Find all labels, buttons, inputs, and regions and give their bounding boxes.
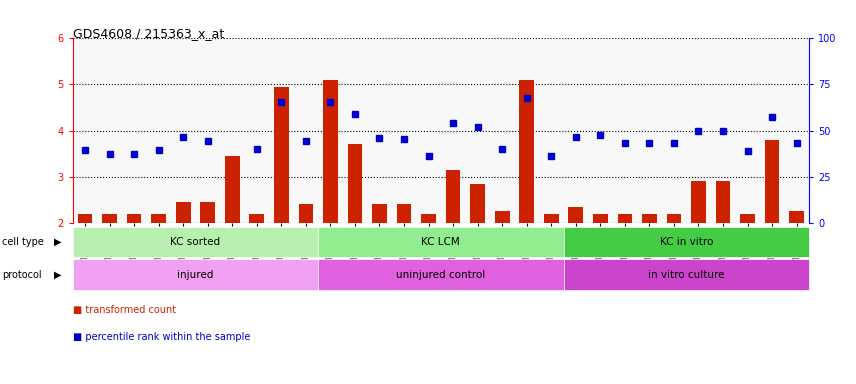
Bar: [520, 80, 534, 223]
Bar: [73, 227, 318, 257]
Text: ■ percentile rank within the sample: ■ percentile rank within the sample: [73, 332, 250, 342]
Bar: [127, 214, 141, 223]
Bar: [299, 204, 313, 223]
Text: in vitro culture: in vitro culture: [648, 270, 724, 280]
Text: protocol: protocol: [2, 270, 41, 280]
Text: KC LCM: KC LCM: [421, 237, 461, 247]
Bar: [568, 207, 583, 223]
Bar: [563, 227, 809, 257]
Bar: [691, 181, 706, 223]
Bar: [446, 170, 461, 223]
Text: ■ transformed count: ■ transformed count: [73, 305, 175, 315]
Bar: [318, 259, 563, 290]
Bar: [249, 214, 265, 223]
Text: uninjured control: uninjured control: [396, 270, 485, 280]
Bar: [470, 184, 485, 223]
Text: cell type: cell type: [2, 237, 44, 247]
Bar: [372, 204, 387, 223]
Bar: [740, 214, 755, 223]
Bar: [225, 156, 240, 223]
Bar: [642, 214, 657, 223]
Bar: [274, 87, 288, 223]
Bar: [667, 214, 681, 223]
Bar: [200, 202, 215, 223]
Bar: [764, 140, 780, 223]
Bar: [73, 259, 318, 290]
Bar: [716, 181, 730, 223]
Text: KC sorted: KC sorted: [170, 237, 221, 247]
Bar: [617, 214, 633, 223]
Text: ▶: ▶: [54, 270, 62, 280]
Text: ▶: ▶: [54, 237, 62, 247]
Bar: [495, 211, 509, 223]
Bar: [396, 204, 412, 223]
Bar: [323, 80, 338, 223]
Bar: [102, 214, 117, 223]
Bar: [563, 259, 809, 290]
Bar: [593, 214, 608, 223]
Text: GDS4608 / 215363_x_at: GDS4608 / 215363_x_at: [73, 27, 224, 40]
Bar: [152, 214, 166, 223]
Bar: [789, 211, 804, 223]
Text: KC in vitro: KC in vitro: [659, 237, 713, 247]
Bar: [421, 214, 436, 223]
Bar: [544, 214, 559, 223]
Text: injured: injured: [177, 270, 214, 280]
Bar: [175, 202, 191, 223]
Bar: [78, 214, 92, 223]
Bar: [348, 144, 362, 223]
Bar: [318, 227, 563, 257]
